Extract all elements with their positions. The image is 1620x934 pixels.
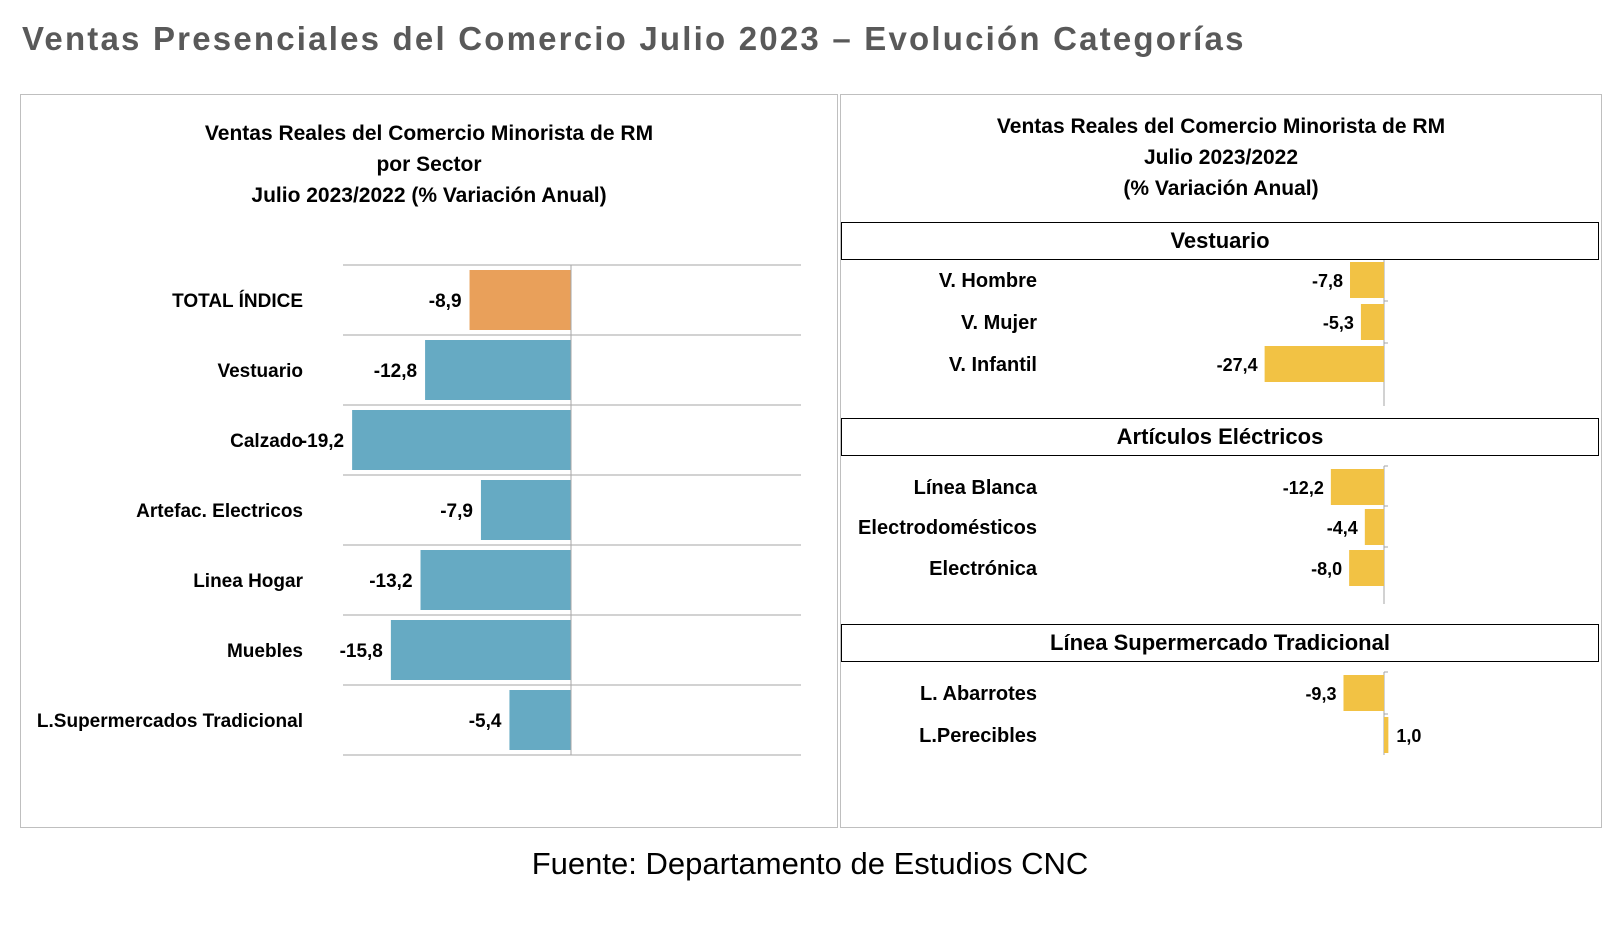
category-chart-title-line: Julio 2023/2022 [1143,146,1299,169]
bar [1330,469,1384,505]
data-label: -8,0 [1311,559,1342,579]
sector-chart-title-line: Julio 2023/2022 (% Variación Anual) [251,184,607,207]
category-chart-panel: Ventas Reales del Comercio Minorista de … [840,94,1602,828]
bar [509,690,571,750]
bar [352,410,571,470]
category-label: V. Infantil [949,354,1037,376]
data-label: -7,9 [440,501,473,522]
data-label: -7,8 [1312,271,1343,291]
category-label: TOTAL ÍNDICE [172,290,303,312]
data-label: 1,0 [1396,726,1421,746]
category-label: Electrónica [929,558,1038,580]
category-label: L.Perecibles [919,725,1037,747]
page-title: Ventas Presenciales del Comercio Julio 2… [22,20,1246,57]
data-label: -27,4 [1217,355,1258,375]
bar [425,340,571,400]
group-header-supermercado: Línea Supermercado Tradicional [841,624,1599,662]
bar [1384,717,1389,753]
sector-chart-title-line: por Sector [376,153,482,176]
bar [390,620,571,680]
data-label: -8,9 [429,291,462,312]
sector-chart-title-line: Ventas Reales del Comercio Minorista de … [204,122,654,145]
category-bar-chart: -7,8 V. Hombre -5,3 V. Mujer -27,4 V. Infanti… [858,258,1421,755]
category-chart-title-line: (% Variación Anual) [1123,177,1319,200]
category-label: Linea Hogar [193,571,303,592]
category-label: L. Abarrotes [920,683,1037,705]
data-label: -12,2 [1283,478,1324,498]
data-label: -5,4 [469,711,502,732]
category-chart-title: Ventas Reales del Comercio Minorista de … [841,111,1601,204]
sector-bar-chart: -8,9 TOTAL ÍNDICE -12,8 Vestuario -19,2Calza… [37,264,801,756]
sector-chart-panel: Ventas Reales del Comercio Minorista de … [20,94,838,828]
category-label: V. Hombre [939,270,1037,292]
category-label: Muebles [227,641,303,662]
bar [1360,304,1384,340]
category-label: Electrodomésticos [858,517,1037,539]
bar [1343,675,1384,711]
bar [480,480,571,540]
data-label: -9,3 [1305,684,1336,704]
bar [1350,262,1384,298]
bar [1349,550,1384,586]
data-label: -5,3 [1323,313,1354,333]
bar [1364,509,1384,545]
data-label: -19,2 [301,431,344,452]
group-header-articulos-electricos: Artículos Eléctricos [841,418,1599,456]
source-footer: Fuente: Departamento de Estudios CNC [531,846,1089,881]
category-label: Calzado [230,431,303,452]
bar [469,270,571,330]
category-label: Artefac. Electricos [136,501,303,522]
category-label: L.Supermercados Tradicional [37,711,303,732]
bar [1264,346,1384,382]
category-label: Vestuario [217,361,303,382]
data-label: -12,8 [374,361,417,382]
data-label: -13,2 [369,571,412,592]
category-label: V. Mujer [961,312,1037,334]
sector-chart-title: Ventas Reales del Comercio Minorista de … [21,118,837,211]
bar [420,550,571,610]
data-label: -4,4 [1327,518,1358,538]
data-label: -15,8 [340,641,383,662]
category-label: Línea Blanca [914,477,1038,499]
group-header-vestuario: Vestuario [841,222,1599,260]
category-chart-title-line: Ventas Reales del Comercio Minorista de … [996,115,1446,138]
